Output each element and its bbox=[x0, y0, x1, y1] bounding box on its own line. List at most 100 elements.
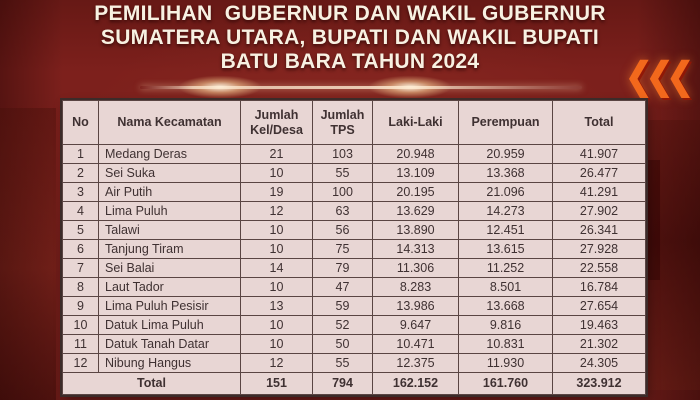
cell-total: 16.784 bbox=[552, 277, 646, 297]
cell-total: 22.558 bbox=[552, 258, 646, 278]
total-label: Total bbox=[62, 372, 241, 395]
cell-kel-desa: 14 bbox=[240, 258, 313, 278]
cell-perempuan: 8.501 bbox=[458, 277, 553, 297]
cell-kel-desa: 12 bbox=[240, 201, 313, 221]
cell-kecamatan: Lima Puluh Pesisir bbox=[98, 296, 241, 316]
cell-no: 1 bbox=[62, 144, 99, 164]
table-row: 10 Datuk Lima Puluh 10 52 9.647 9.816 19.463 bbox=[62, 315, 646, 335]
cell-tps: 55 bbox=[312, 353, 373, 373]
cell-kel-desa: 10 bbox=[240, 277, 313, 297]
title-line-3: BATU BARA TAHUN 2024 bbox=[220, 50, 480, 73]
cell-total: 41.907 bbox=[552, 144, 646, 164]
cell-laki-laki: 13.109 bbox=[372, 163, 459, 183]
chevrons-left-icon: ❮❮❮ bbox=[625, 54, 694, 97]
cell-laki-laki: 11.306 bbox=[372, 258, 459, 278]
table-row: 12 Nibung Hangus 12 55 12.375 11.930 24.305 bbox=[62, 353, 646, 373]
col-header-no: No bbox=[62, 100, 99, 145]
total-total: 323.912 bbox=[552, 372, 646, 395]
title-line-2: SUMATERA UTARA, BUPATI DAN WAKIL BUPATI bbox=[100, 26, 600, 49]
cell-no: 6 bbox=[62, 239, 99, 259]
cell-kecamatan: Datuk Lima Puluh bbox=[98, 315, 241, 335]
col-header-tps: Jumlah TPS bbox=[312, 100, 373, 145]
table-row: 5 Talawi 10 56 13.890 12.451 26.341 bbox=[62, 220, 646, 240]
cell-tps: 55 bbox=[312, 163, 373, 183]
cell-total: 27.928 bbox=[552, 239, 646, 259]
total-tps: 794 bbox=[312, 372, 373, 395]
cell-tps: 52 bbox=[312, 315, 373, 335]
cell-no: 11 bbox=[62, 334, 99, 354]
cell-total: 24.305 bbox=[552, 353, 646, 373]
cell-kecamatan: Nibung Hangus bbox=[98, 353, 241, 373]
cell-kecamatan: Air Putih bbox=[98, 182, 241, 202]
col-header-laki-laki: Laki-Laki bbox=[372, 100, 459, 145]
cell-no: 9 bbox=[62, 296, 99, 316]
cell-tps: 100 bbox=[312, 182, 373, 202]
table-row: 4 Lima Puluh 12 63 13.629 14.273 27.902 bbox=[62, 201, 646, 221]
table-row: 3 Air Putih 19 100 20.195 21.096 41.291 bbox=[62, 182, 646, 202]
table-row: 1 Medang Deras 21 103 20.948 20.959 41.907 bbox=[62, 144, 646, 164]
cell-tps: 47 bbox=[312, 277, 373, 297]
title-line-1: PEMILIHAN GUBERNUR DAN WAKIL GUBERNUR bbox=[94, 2, 606, 25]
cell-no: 8 bbox=[62, 277, 99, 297]
cell-kel-desa: 10 bbox=[240, 163, 313, 183]
cell-laki-laki: 13.629 bbox=[372, 201, 459, 221]
table-row: 11 Datuk Tanah Datar 10 50 10.471 10.831 21.30… bbox=[62, 334, 646, 354]
cell-total: 27.654 bbox=[552, 296, 646, 316]
rekap-table: No Nama Kecamatan Jumlah Kel/Desa Jumlah… bbox=[62, 100, 646, 395]
cell-laki-laki: 9.647 bbox=[372, 315, 459, 335]
cell-no: 10 bbox=[62, 315, 99, 335]
cell-no: 3 bbox=[62, 182, 99, 202]
cell-laki-laki: 14.313 bbox=[372, 239, 459, 259]
cell-kecamatan: Talawi bbox=[98, 220, 241, 240]
table-header: No Nama Kecamatan Jumlah Kel/Desa Jumlah… bbox=[62, 100, 646, 145]
total-laki-laki: 162.152 bbox=[372, 372, 459, 395]
cell-laki-laki: 10.471 bbox=[372, 334, 459, 354]
cell-kel-desa: 10 bbox=[240, 315, 313, 335]
cell-laki-laki: 13.986 bbox=[372, 296, 459, 316]
cell-laki-laki: 20.948 bbox=[372, 144, 459, 164]
cell-no: 5 bbox=[62, 220, 99, 240]
cell-tps: 63 bbox=[312, 201, 373, 221]
table-row: 9 Lima Puluh Pesisir 13 59 13.986 13.668 27.65… bbox=[62, 296, 646, 316]
cell-total: 19.463 bbox=[552, 315, 646, 335]
cell-kecamatan: Tanjung Tiram bbox=[98, 239, 241, 259]
background-photo-left bbox=[0, 108, 56, 400]
cell-laki-laki: 12.375 bbox=[372, 353, 459, 373]
col-header-perempuan: Perempuan bbox=[458, 100, 553, 145]
cell-kel-desa: 10 bbox=[240, 220, 313, 240]
cell-laki-laki: 13.890 bbox=[372, 220, 459, 240]
total-perempuan: 161.760 bbox=[458, 372, 553, 395]
table-row: 2 Sei Suka 10 55 13.109 13.368 26.477 bbox=[62, 163, 646, 183]
cell-perempuan: 21.096 bbox=[458, 182, 553, 202]
cell-tps: 75 bbox=[312, 239, 373, 259]
table-total-row: Total 151 794 162.152 161.760 323.912 bbox=[62, 372, 646, 395]
cell-kecamatan: Sei Balai bbox=[98, 258, 241, 278]
cell-laki-laki: 8.283 bbox=[372, 277, 459, 297]
cell-kel-desa: 21 bbox=[240, 144, 313, 164]
table-row: 7 Sei Balai 14 79 11.306 11.252 22.558 bbox=[62, 258, 646, 278]
cell-laki-laki: 20.195 bbox=[372, 182, 459, 202]
cell-kel-desa: 19 bbox=[240, 182, 313, 202]
cell-no: 12 bbox=[62, 353, 99, 373]
cell-tps: 50 bbox=[312, 334, 373, 354]
cell-perempuan: 13.368 bbox=[458, 163, 553, 183]
cell-total: 26.341 bbox=[552, 220, 646, 240]
page-title: PEMILIHAN GUBERNUR DAN WAKIL GUBERNUR SU… bbox=[0, 2, 700, 74]
cell-kecamatan: Lima Puluh bbox=[98, 201, 241, 221]
cell-perempuan: 14.273 bbox=[458, 201, 553, 221]
light-streak bbox=[140, 86, 582, 89]
cell-kecamatan: Laut Tador bbox=[98, 277, 241, 297]
cell-kel-desa: 12 bbox=[240, 353, 313, 373]
cell-tps: 59 bbox=[312, 296, 373, 316]
cell-perempuan: 9.816 bbox=[458, 315, 553, 335]
cell-perempuan: 10.831 bbox=[458, 334, 553, 354]
cell-no: 4 bbox=[62, 201, 99, 221]
cell-no: 7 bbox=[62, 258, 99, 278]
cell-perempuan: 13.615 bbox=[458, 239, 553, 259]
cell-perempuan: 13.668 bbox=[458, 296, 553, 316]
cell-total: 26.477 bbox=[552, 163, 646, 183]
cell-total: 27.902 bbox=[552, 201, 646, 221]
cell-perempuan: 12.451 bbox=[458, 220, 553, 240]
cell-kel-desa: 10 bbox=[240, 334, 313, 354]
cell-kel-desa: 10 bbox=[240, 239, 313, 259]
